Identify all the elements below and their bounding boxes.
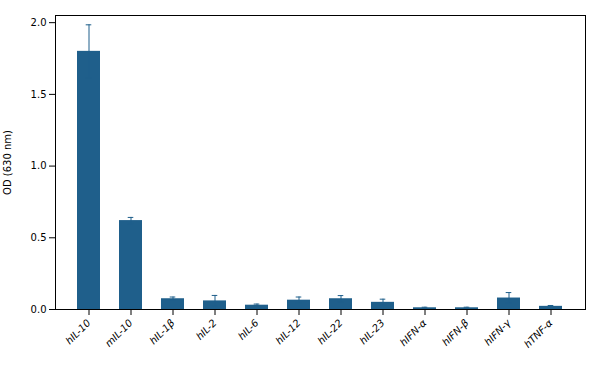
- svg-text:hIL-6: hIL-6: [236, 317, 261, 342]
- svg-text:0.0: 0.0: [31, 304, 47, 315]
- svg-text:hIL-1β: hIL-1β: [147, 317, 177, 347]
- svg-text:hIL-22: hIL-22: [315, 317, 344, 346]
- svg-text:hIL-10: hIL-10: [63, 317, 92, 346]
- svg-text:hIL-23: hIL-23: [357, 317, 386, 346]
- svg-text:OD (630 nm): OD (630 nm): [2, 130, 13, 195]
- svg-text:hTNF-α: hTNF-α: [522, 317, 555, 350]
- svg-text:hIL-12: hIL-12: [273, 317, 302, 346]
- svg-text:hIL-2: hIL-2: [194, 317, 219, 342]
- svg-text:2.0: 2.0: [31, 17, 47, 28]
- svg-text:1.5: 1.5: [31, 89, 47, 100]
- svg-text:hIFN-γ: hIFN-γ: [482, 316, 513, 347]
- svg-text:mIL-10: mIL-10: [103, 317, 135, 349]
- svg-text:hIFN-α: hIFN-α: [398, 317, 429, 348]
- svg-text:0.5: 0.5: [31, 232, 47, 243]
- svg-text:hIFN-β: hIFN-β: [440, 317, 471, 348]
- svg-text:1.0: 1.0: [31, 160, 47, 171]
